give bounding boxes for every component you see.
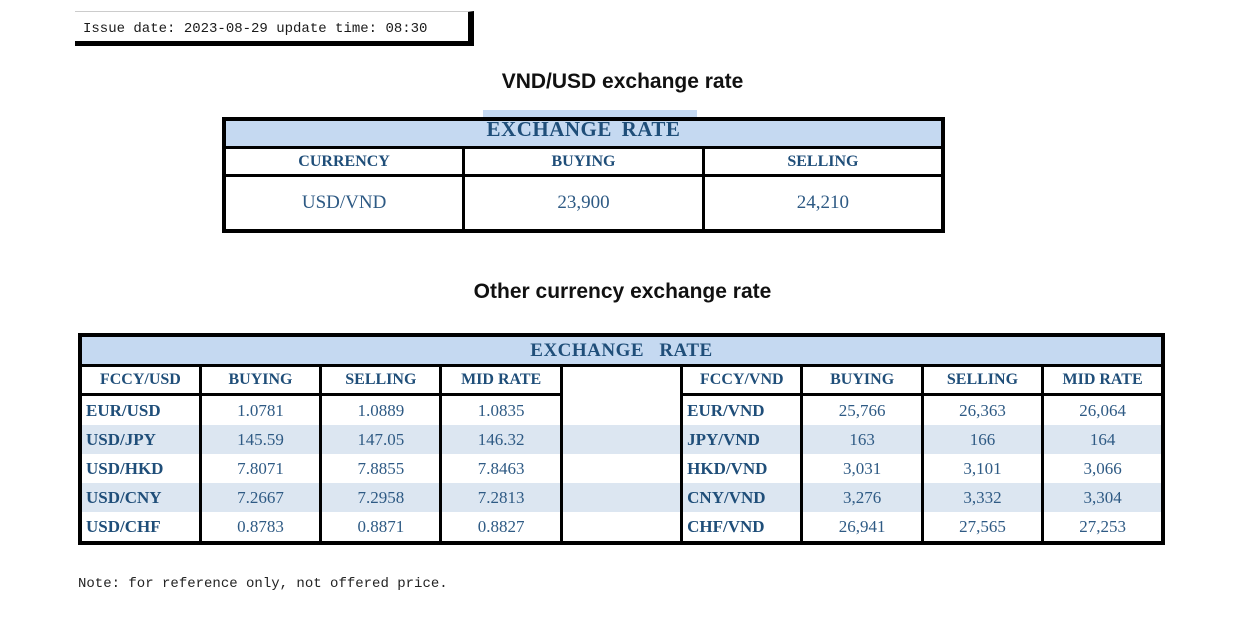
usd-table-header: EXCHANGE RATE — [222, 117, 945, 149]
cell-pair: EUR/USD — [78, 394, 202, 425]
other-table-header-label: EXCHANGE RATE — [530, 339, 713, 361]
cell-selling-rate: 24,210 — [701, 174, 945, 233]
cell-pair: CHF/VND — [680, 512, 804, 543]
cell-buying: 7.8071 — [198, 454, 323, 483]
issue-date-box: Issue date: 2023-08-29 update time: 08:3… — [75, 11, 474, 46]
table-row: USD/JPY 145.59 147.05 146.32 JPY/VND 163… — [78, 425, 1165, 454]
cell-buying: 3,031 — [800, 454, 924, 483]
table-row: USD/CNY 7.2667 7.2958 7.2813 CNY/VND 3,2… — [78, 483, 1165, 512]
usd-table-title: VND/USD exchange rate — [501, 70, 744, 93]
spacer-cell — [559, 425, 684, 454]
column-header-buying-usd: BUYING — [198, 364, 323, 396]
cell-selling: 1.0889 — [319, 394, 443, 425]
other-table-header: EXCHANGE RATE — [78, 333, 1165, 367]
other-currency-exchange-table: EXCHANGE RATE FCCY/USD BUYING SELLING MI… — [78, 333, 1165, 545]
spacer-column-header — [559, 364, 684, 395]
cell-midrate: 26,064 — [1041, 394, 1165, 425]
cell-selling: 166 — [920, 425, 1045, 454]
cell-pair: USD/JPY — [78, 425, 202, 454]
other-table-title: Other currency exchange rate — [473, 280, 772, 303]
spacer-cell — [559, 483, 684, 512]
column-header-buying-vnd: BUYING — [800, 364, 924, 396]
cell-pair: JPY/VND — [680, 425, 804, 454]
other-table-column-header-row: FCCY/USD BUYING SELLING MID RATE FCCY/VN… — [78, 364, 1165, 396]
footnote: Note: for reference only, not offered pr… — [78, 576, 448, 592]
cell-buying: 3,276 — [800, 483, 924, 512]
cell-midrate: 7.8463 — [439, 454, 563, 483]
cell-buying: 0.8783 — [198, 512, 323, 543]
spacer-cell — [559, 512, 684, 543]
column-header-currency: CURRENCY — [222, 146, 466, 177]
column-header-midrate-vnd: MID RATE — [1041, 364, 1165, 396]
cell-buying: 7.2667 — [198, 483, 323, 512]
column-header-selling: SELLING — [701, 146, 945, 177]
cell-buying-rate: 23,900 — [462, 174, 705, 233]
header-fill-artifact — [483, 110, 697, 117]
cell-buying: 145.59 — [198, 425, 323, 454]
spacer-cell — [559, 394, 684, 425]
table-row: USD/VND 23,900 24,210 — [222, 174, 945, 233]
column-header-midrate-usd: MID RATE — [439, 364, 563, 396]
cell-midrate: 7.2813 — [439, 483, 563, 512]
cell-buying: 26,941 — [800, 512, 924, 543]
table-row: USD/CHF 0.8783 0.8871 0.8827 CHF/VND 26,… — [78, 512, 1165, 543]
issue-date-text: Issue date: 2023-08-29 update time: 08:3… — [83, 21, 428, 37]
usd-table-column-header-row: CURRENCY BUYING SELLING — [222, 146, 945, 177]
cell-selling: 27,565 — [920, 512, 1045, 543]
usd-vnd-exchange-table: EXCHANGE RATE CURRENCY BUYING SELLING US… — [222, 117, 945, 233]
column-header-selling-vnd: SELLING — [920, 364, 1045, 396]
cell-selling: 3,101 — [920, 454, 1045, 483]
column-header-fccy-vnd: FCCY/VND — [680, 364, 804, 396]
cell-midrate: 146.32 — [439, 425, 563, 454]
cell-pair: HKD/VND — [680, 454, 804, 483]
cell-midrate: 164 — [1041, 425, 1165, 454]
column-header-selling-usd: SELLING — [319, 364, 443, 396]
column-header-buying: BUYING — [462, 146, 705, 177]
cell-midrate: 3,066 — [1041, 454, 1165, 483]
cell-midrate: 3,304 — [1041, 483, 1165, 512]
cell-selling: 3,332 — [920, 483, 1045, 512]
cell-selling: 26,363 — [920, 394, 1045, 425]
cell-pair: USD/CNY — [78, 483, 202, 512]
cell-midrate: 27,253 — [1041, 512, 1165, 543]
cell-selling: 7.2958 — [319, 483, 443, 512]
cell-midrate: 1.0835 — [439, 394, 563, 425]
cell-currency-pair: USD/VND — [222, 174, 466, 233]
cell-pair: CNY/VND — [680, 483, 804, 512]
cell-selling: 7.8855 — [319, 454, 443, 483]
cell-pair: USD/CHF — [78, 512, 202, 543]
cell-buying: 1.0781 — [198, 394, 323, 425]
table-row: EUR/USD 1.0781 1.0889 1.0835 EUR/VND 25,… — [78, 394, 1165, 425]
cell-midrate: 0.8827 — [439, 512, 563, 543]
cell-buying: 163 — [800, 425, 924, 454]
cell-pair: USD/HKD — [78, 454, 202, 483]
cell-buying: 25,766 — [800, 394, 924, 425]
column-header-fccy-usd: FCCY/USD — [78, 364, 202, 396]
cell-selling: 0.8871 — [319, 512, 443, 543]
usd-table-header-label: EXCHANGE RATE — [486, 122, 681, 141]
cell-selling: 147.05 — [319, 425, 443, 454]
spacer-cell — [559, 454, 684, 483]
table-row: USD/HKD 7.8071 7.8855 7.8463 HKD/VND 3,0… — [78, 454, 1165, 483]
cell-pair: EUR/VND — [680, 394, 804, 425]
